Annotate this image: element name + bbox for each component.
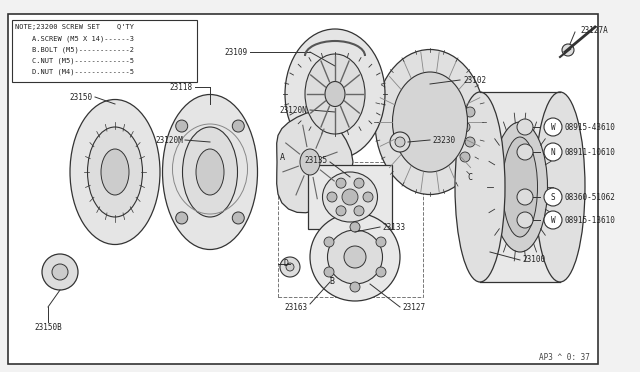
- Circle shape: [395, 137, 405, 147]
- Circle shape: [176, 212, 188, 224]
- Circle shape: [327, 192, 337, 202]
- Ellipse shape: [535, 92, 585, 282]
- Text: C: C: [467, 173, 472, 182]
- Ellipse shape: [344, 246, 366, 268]
- Ellipse shape: [196, 149, 224, 195]
- Circle shape: [376, 237, 386, 247]
- Circle shape: [544, 118, 562, 136]
- Circle shape: [324, 237, 334, 247]
- Text: 23118: 23118: [170, 83, 193, 92]
- Text: 23127A: 23127A: [580, 26, 608, 35]
- Circle shape: [350, 282, 360, 292]
- Text: 08911-10610: 08911-10610: [565, 148, 616, 157]
- Circle shape: [342, 189, 358, 205]
- Circle shape: [544, 188, 562, 206]
- Ellipse shape: [101, 149, 129, 195]
- Circle shape: [52, 264, 68, 280]
- Ellipse shape: [300, 149, 320, 175]
- Text: W: W: [550, 215, 556, 224]
- Circle shape: [336, 206, 346, 216]
- Circle shape: [324, 267, 334, 277]
- Text: 08360-51062: 08360-51062: [565, 192, 616, 202]
- Text: 08915-13610: 08915-13610: [565, 215, 616, 224]
- Circle shape: [544, 211, 562, 229]
- Circle shape: [176, 120, 188, 132]
- Ellipse shape: [305, 54, 365, 134]
- Text: A.SCREW (M5 X 14)------3: A.SCREW (M5 X 14)------3: [15, 35, 134, 42]
- Ellipse shape: [493, 122, 547, 252]
- Circle shape: [280, 257, 300, 277]
- Text: 23150: 23150: [70, 93, 93, 102]
- Text: 23120N: 23120N: [279, 106, 307, 115]
- Ellipse shape: [392, 72, 467, 172]
- Ellipse shape: [88, 127, 143, 217]
- Text: B: B: [330, 278, 335, 286]
- Text: 23120M: 23120M: [156, 135, 183, 144]
- Text: 23230: 23230: [432, 135, 455, 144]
- Ellipse shape: [375, 49, 485, 195]
- Circle shape: [460, 152, 470, 162]
- Circle shape: [465, 107, 475, 117]
- Text: NOTE;23200 SCREW SET    Q'TY: NOTE;23200 SCREW SET Q'TY: [15, 24, 134, 30]
- Circle shape: [544, 143, 562, 161]
- Text: W: W: [550, 122, 556, 131]
- Bar: [12, 20, 197, 82]
- Circle shape: [350, 222, 360, 232]
- Circle shape: [517, 189, 533, 205]
- Bar: [278, 162, 423, 297]
- Circle shape: [376, 267, 386, 277]
- Text: 23163: 23163: [285, 302, 308, 311]
- Text: N: N: [550, 148, 556, 157]
- Text: C.NUT (M5)-------------5: C.NUT (M5)-------------5: [15, 57, 134, 64]
- Text: 23133: 23133: [382, 222, 405, 231]
- Circle shape: [354, 178, 364, 188]
- Text: S: S: [550, 192, 556, 202]
- Text: 23109: 23109: [225, 48, 248, 57]
- Circle shape: [354, 206, 364, 216]
- Ellipse shape: [163, 94, 257, 250]
- Circle shape: [363, 192, 373, 202]
- Bar: [308, 165, 392, 229]
- Ellipse shape: [310, 213, 400, 301]
- Ellipse shape: [70, 99, 160, 244]
- Ellipse shape: [285, 29, 385, 159]
- Circle shape: [286, 263, 294, 271]
- Bar: [480, 92, 560, 282]
- Circle shape: [390, 132, 410, 152]
- Ellipse shape: [328, 230, 383, 284]
- Text: 23135: 23135: [305, 155, 328, 164]
- Ellipse shape: [182, 127, 237, 217]
- Circle shape: [465, 137, 475, 147]
- Circle shape: [517, 119, 533, 135]
- Circle shape: [562, 44, 574, 56]
- Text: 08915-43610: 08915-43610: [565, 122, 616, 131]
- Text: D: D: [284, 260, 289, 269]
- Circle shape: [232, 120, 244, 132]
- Text: 23102: 23102: [463, 76, 486, 84]
- Circle shape: [517, 144, 533, 160]
- Circle shape: [232, 212, 244, 224]
- Text: B.BOLT (M5)------------2: B.BOLT (M5)------------2: [15, 46, 134, 52]
- Ellipse shape: [502, 137, 538, 237]
- Ellipse shape: [323, 172, 378, 222]
- Text: 23150B: 23150B: [34, 323, 62, 331]
- Text: D.NUT (M4)-------------5: D.NUT (M4)-------------5: [15, 68, 134, 74]
- Ellipse shape: [325, 81, 345, 106]
- Text: A: A: [280, 153, 285, 161]
- Circle shape: [336, 178, 346, 188]
- Circle shape: [460, 122, 470, 132]
- Polygon shape: [276, 111, 353, 213]
- Ellipse shape: [455, 92, 505, 282]
- Text: 23100: 23100: [522, 256, 545, 264]
- Text: 23127: 23127: [402, 302, 425, 311]
- Circle shape: [517, 212, 533, 228]
- Circle shape: [42, 254, 78, 290]
- Text: AP3 ^ 0: 37: AP3 ^ 0: 37: [539, 353, 590, 362]
